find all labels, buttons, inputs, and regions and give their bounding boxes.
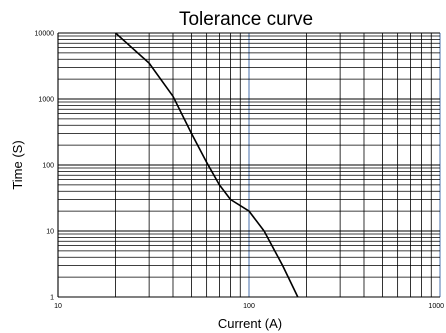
x-tick-label: 100 (243, 303, 255, 310)
x-axis-label: Current (A) (218, 316, 282, 331)
y-tick-label: 10 (46, 229, 54, 236)
tolerance-curve-line (114, 32, 299, 298)
chart-title: Tolerance curve (179, 9, 313, 30)
y-axis-label: Time (S) (10, 140, 25, 189)
y-tick-label: 1000 (38, 97, 54, 104)
x-tick-label: 10 (54, 303, 62, 310)
y-tick-label: 100 (42, 163, 54, 170)
y-tick-label: 10000 (35, 31, 55, 38)
x-tick-label: 1000 (428, 303, 444, 310)
plot-area (114, 32, 299, 298)
y-tick-label: 1 (50, 295, 54, 302)
grid (57, 32, 441, 298)
